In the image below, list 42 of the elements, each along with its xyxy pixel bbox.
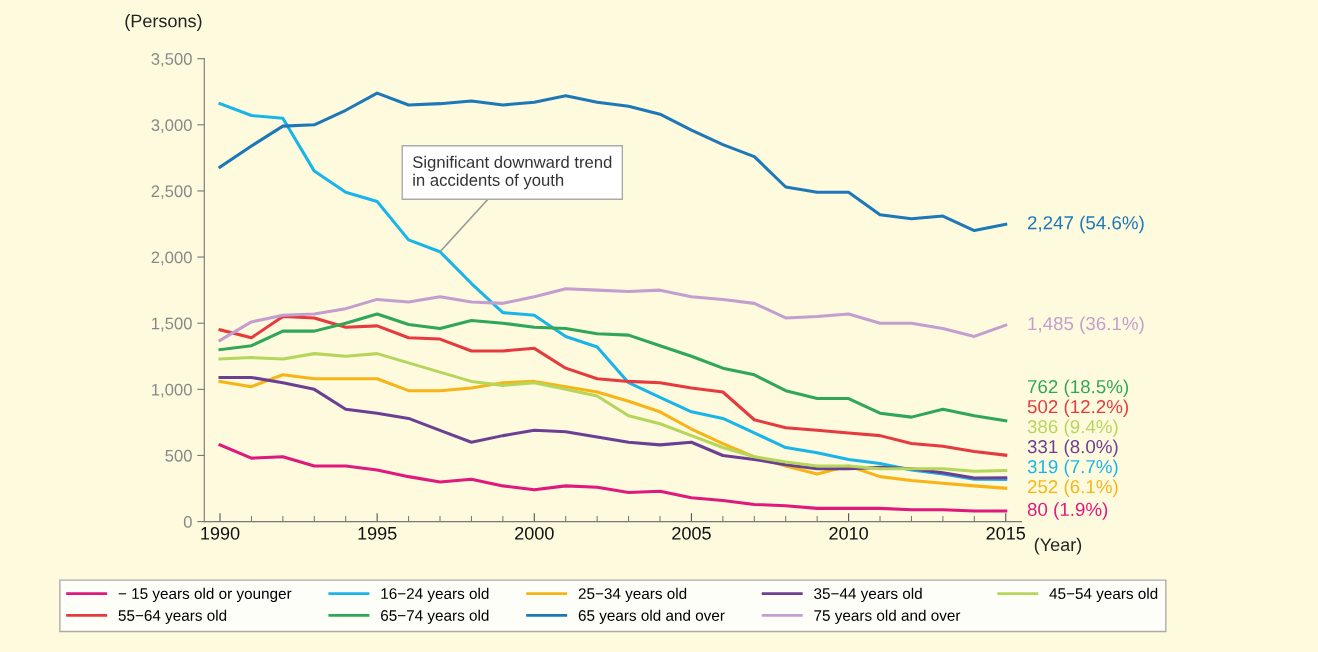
line-series <box>218 287 1008 342</box>
x-tick-label: 1990 <box>201 526 240 540</box>
legend-label: 45−54 years old <box>1049 587 1158 603</box>
line-series <box>218 312 1008 423</box>
legend-label: 65 years old and over <box>578 609 725 624</box>
legend-label: − 15 years old or younger <box>118 587 292 603</box>
legend-label: 25−34 years old <box>578 587 687 603</box>
annotation: Significant downward trend in accidents of youth <box>412 155 612 190</box>
x-tick-label: 2010 <box>829 526 868 540</box>
y-tick-label: 1,000 <box>152 383 192 398</box>
y-tick-label: 3,500 <box>151 53 192 67</box>
y-axis-title: (Persons) <box>125 14 202 31</box>
legend-label: 55−64 years old <box>118 609 227 624</box>
data-label: 502 (12.2%) <box>1027 399 1128 417</box>
line-series <box>218 91 1008 233</box>
line-series <box>218 102 1008 481</box>
data-label: 319 (7.7%) <box>1027 459 1118 477</box>
line-series <box>218 315 1008 457</box>
legend-label: 35−44 years old <box>814 587 922 603</box>
line-series <box>218 352 1008 473</box>
line-series <box>218 443 1008 513</box>
legend-label: 16−24 years old <box>381 587 489 603</box>
y-tick-label: 2,000 <box>151 251 192 266</box>
x-tick-label: 2000 <box>515 526 554 540</box>
data-label: 252 (6.1%) <box>1027 479 1118 497</box>
y-tick-label: 1,500 <box>152 317 192 332</box>
data-label: 762 (18.5%) <box>1027 379 1128 397</box>
y-tick-label: 500 <box>165 449 192 462</box>
x-tick-label: 2005 <box>672 526 711 540</box>
data-label: 331 (8.0%) <box>1027 439 1118 457</box>
y-tick-label: 2,500 <box>151 185 192 200</box>
x-tick-label: 2015 <box>986 526 1026 540</box>
data-label: 2,247 (54.6%) <box>1027 215 1144 234</box>
legend-label: 75 years old and over <box>814 609 961 624</box>
legend-label: 65−74 years old <box>381 609 489 624</box>
x-tick-label: 1995 <box>358 526 397 540</box>
data-label: 386 (9.4%) <box>1027 419 1118 437</box>
x-axis-title: (Year) <box>1034 537 1082 555</box>
y-tick-label: 3,000 <box>151 119 192 133</box>
data-label: 80 (1.9%) <box>1027 502 1108 520</box>
y-tick-label: 0 <box>183 516 192 528</box>
data-label: 1,485 (36.1%) <box>1028 316 1144 334</box>
